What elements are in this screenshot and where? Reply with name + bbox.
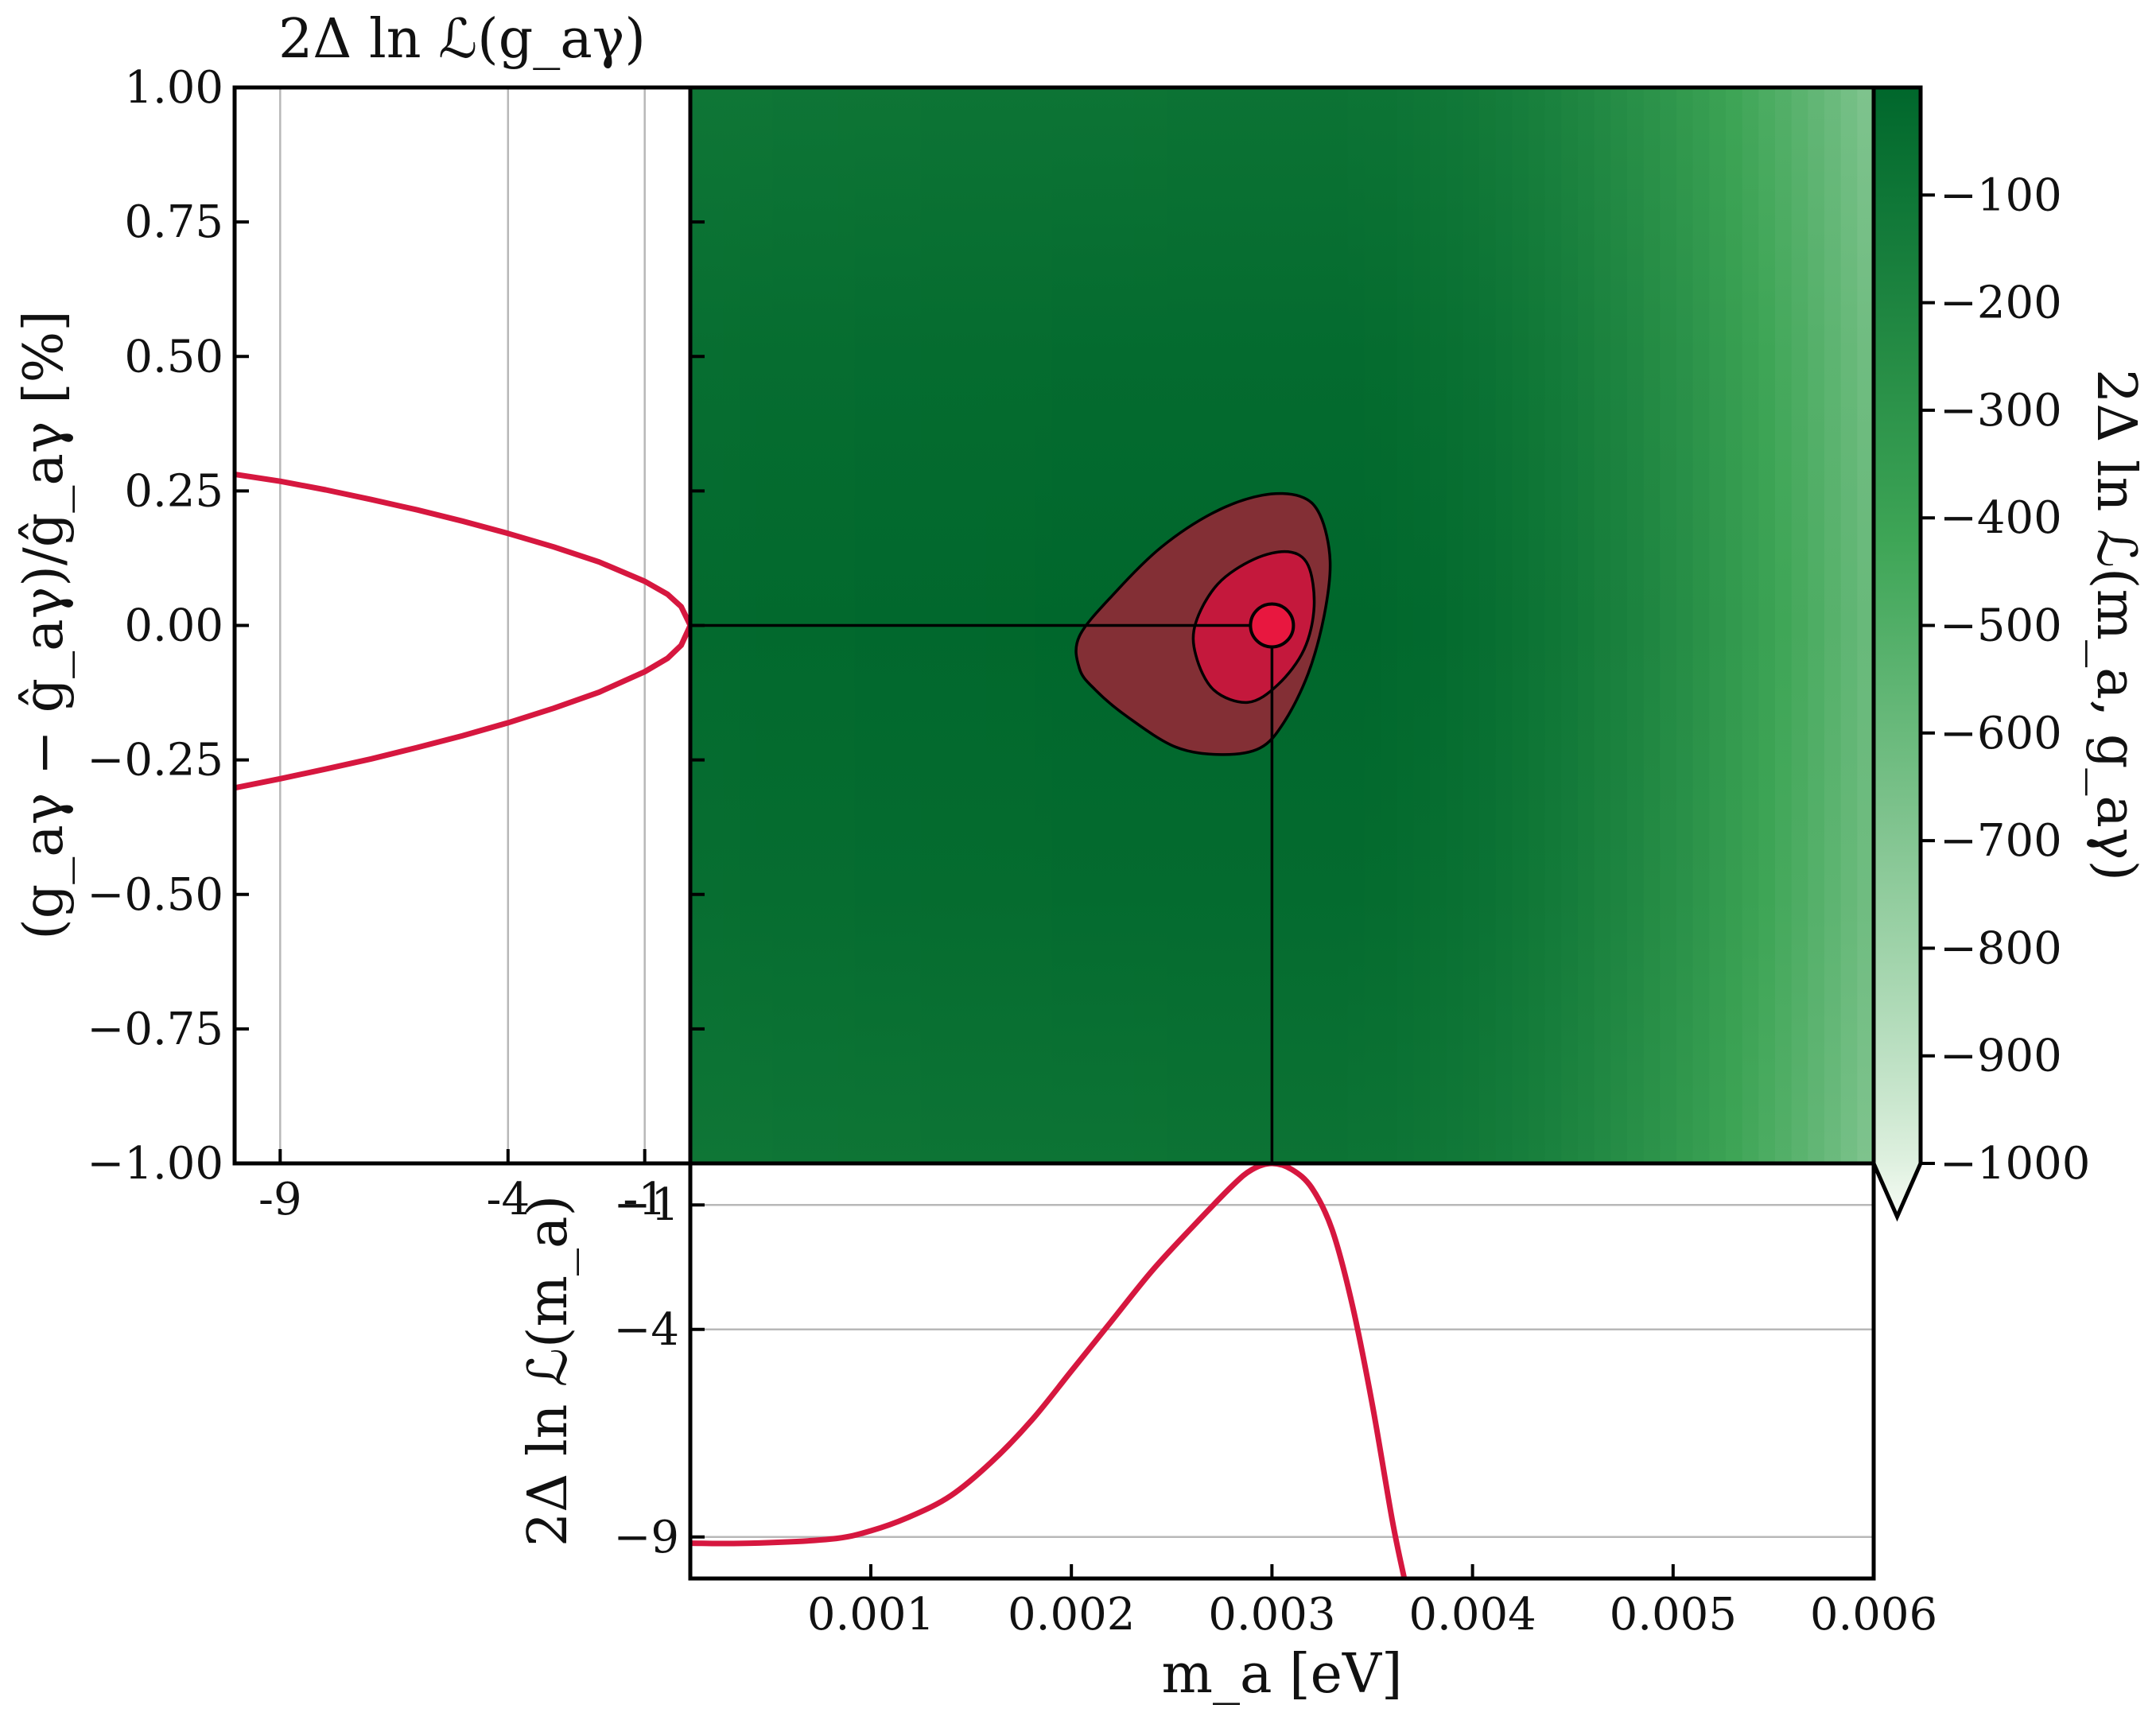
y-tick-label: 1.00 bbox=[124, 62, 223, 114]
x-tick-label: 0.005 bbox=[1610, 1589, 1737, 1641]
y-tick-label: 0.50 bbox=[124, 331, 223, 382]
heatmap-band bbox=[1857, 87, 1874, 1163]
coupling-axis-label: (g_aγ − ĝ_aγ)/ĝ_aγ [%] bbox=[13, 310, 76, 940]
heatmap-band bbox=[1381, 87, 1398, 1163]
heatmap-band bbox=[1512, 87, 1529, 1163]
y-tick-label: −0.25 bbox=[87, 735, 223, 786]
heatmap-band bbox=[1446, 87, 1464, 1163]
heatmap-band bbox=[1397, 87, 1415, 1163]
bottom-panel-frame bbox=[688, 1161, 1876, 1581]
best-fit-crosshair bbox=[690, 623, 1274, 1163]
heatmap-band bbox=[1840, 87, 1859, 1163]
heatmap-band bbox=[1594, 87, 1612, 1163]
coupling-profile-grid bbox=[279, 87, 646, 1163]
mass-profile-grid bbox=[690, 1203, 1874, 1539]
x-tick-label: 0.004 bbox=[1408, 1589, 1536, 1641]
heatmap-band bbox=[1479, 87, 1497, 1163]
heatmap-band bbox=[1610, 87, 1628, 1163]
heatmap-band bbox=[1413, 87, 1431, 1163]
coupling-profile-line bbox=[235, 471, 690, 791]
mass-profile-y-ticks: −1 −4 −9 bbox=[613, 1179, 705, 1563]
heatmap-band bbox=[1660, 87, 1677, 1163]
heatmap-band bbox=[1627, 87, 1645, 1163]
heatmap-band bbox=[1808, 87, 1825, 1163]
coupling-profile-x-ticks: -9 -4 -1 bbox=[258, 1149, 666, 1225]
heatmap-band bbox=[1529, 87, 1546, 1163]
heatmap-band bbox=[1430, 87, 1447, 1163]
colorbar: −100 −200 −300 −400 −500 −600 −700 −800 −900 −100… bbox=[1871, 85, 2147, 1222]
heatmap-band bbox=[1463, 87, 1480, 1163]
colorbar-tick-label: −200 bbox=[1940, 278, 2062, 329]
mass-profile-axis-label: 2Δ ln ℒ(m_a) bbox=[517, 1195, 580, 1547]
bottom-y-tick-label: −9 bbox=[613, 1512, 679, 1563]
heatmap-band bbox=[1692, 87, 1711, 1163]
heatmap-band bbox=[1643, 87, 1661, 1163]
heatmap-band bbox=[1331, 87, 1349, 1163]
heatmap-band bbox=[1824, 87, 1842, 1163]
coupling-y-ticks: 1.00 0.75 0.50 0.25 0.00 −0.25 −0.50 −0.75 −1.00 bbox=[87, 62, 705, 1190]
best-fit-marker bbox=[1249, 602, 1296, 649]
mass-profile-curve bbox=[690, 1163, 1408, 1578]
colorbar-tick-label: −1000 bbox=[1940, 1138, 2090, 1190]
left-x-tick-label: -4 bbox=[487, 1174, 530, 1225]
heatmap-band bbox=[1578, 87, 1595, 1163]
colorbar-tick-label: −100 bbox=[1940, 169, 2062, 221]
heatmap-band bbox=[1791, 87, 1809, 1163]
heatmap-band bbox=[1544, 87, 1563, 1163]
colorbar-frame bbox=[1871, 85, 1923, 1222]
bottom-y-tick-label: −1 bbox=[613, 1179, 679, 1231]
left-x-tick-label: -1 bbox=[623, 1174, 666, 1225]
left-panel-frame bbox=[232, 85, 693, 1166]
mass-profile-line bbox=[690, 1163, 1408, 1578]
y-tick-label: −1.00 bbox=[87, 1138, 223, 1190]
y-tick-label: −0.75 bbox=[87, 1004, 223, 1055]
heatmap-band bbox=[1347, 87, 1365, 1163]
left-x-tick-label: -9 bbox=[258, 1174, 302, 1225]
heatmap-band bbox=[1758, 87, 1776, 1163]
coupling-profile-title: 2Δ ln ℒ(g_aγ) bbox=[278, 8, 646, 71]
colorbar-tick-label: −800 bbox=[1940, 922, 2062, 974]
colorbar-tick-label: −700 bbox=[1940, 815, 2062, 867]
colorbar-body bbox=[1874, 87, 1921, 1217]
colorbar-tick-label: −900 bbox=[1940, 1031, 2062, 1082]
heatmap-band bbox=[1742, 87, 1760, 1163]
main-heatmap-panel bbox=[688, 85, 1876, 1166]
heatmap-band bbox=[1775, 87, 1793, 1163]
bottom-y-tick-label: −4 bbox=[613, 1304, 679, 1356]
heatmap-band bbox=[1495, 87, 1513, 1163]
y-tick-label: 0.00 bbox=[124, 600, 223, 652]
colorbar-tick-label: −500 bbox=[1940, 600, 2062, 652]
y-tick-label: 0.25 bbox=[124, 465, 223, 517]
x-tick-label: 0.006 bbox=[1810, 1589, 1937, 1641]
colorbar-gradient bbox=[1874, 87, 1921, 1217]
mass-profile-panel: 0.001 0.002 0.003 0.004 0.005 0.006 −1 −4 −9 m_… bbox=[517, 1161, 1937, 1706]
coupling-profile-curve bbox=[235, 471, 690, 791]
mass-x-ticks: 0.001 0.002 0.003 0.004 0.005 0.006 bbox=[807, 1564, 1937, 1641]
colorbar-label: 2Δ ln ℒ(m_a, g_aγ) bbox=[2084, 369, 2147, 881]
coupling-profile-panel: -9 -4 -1 1.00 0.75 0.50 0.25 0.00 −0.25 −0.50 −0.… bbox=[13, 8, 705, 1225]
y-tick-label: −0.50 bbox=[87, 869, 223, 921]
heatmap-band bbox=[1726, 87, 1743, 1163]
x-tick-label: 0.002 bbox=[1008, 1589, 1135, 1641]
heatmap-band bbox=[1561, 87, 1579, 1163]
colorbar-tick-label: −600 bbox=[1940, 708, 2062, 759]
colorbar-tick-label: −400 bbox=[1940, 492, 2062, 544]
heatmap-band bbox=[1709, 87, 1727, 1163]
heatmap-band bbox=[1676, 87, 1694, 1163]
mass-axis-label: m_a [eV] bbox=[1161, 1643, 1402, 1706]
x-tick-label: 0.001 bbox=[807, 1589, 934, 1641]
colorbar-tick-label: −300 bbox=[1940, 385, 2062, 437]
heatmap-band bbox=[1364, 87, 1381, 1163]
x-tick-label: 0.003 bbox=[1208, 1589, 1335, 1641]
y-tick-label: 0.75 bbox=[124, 196, 223, 248]
colorbar-ticks: −100 −200 −300 −400 −500 −600 −700 −800 −900 −100… bbox=[1921, 169, 2090, 1190]
